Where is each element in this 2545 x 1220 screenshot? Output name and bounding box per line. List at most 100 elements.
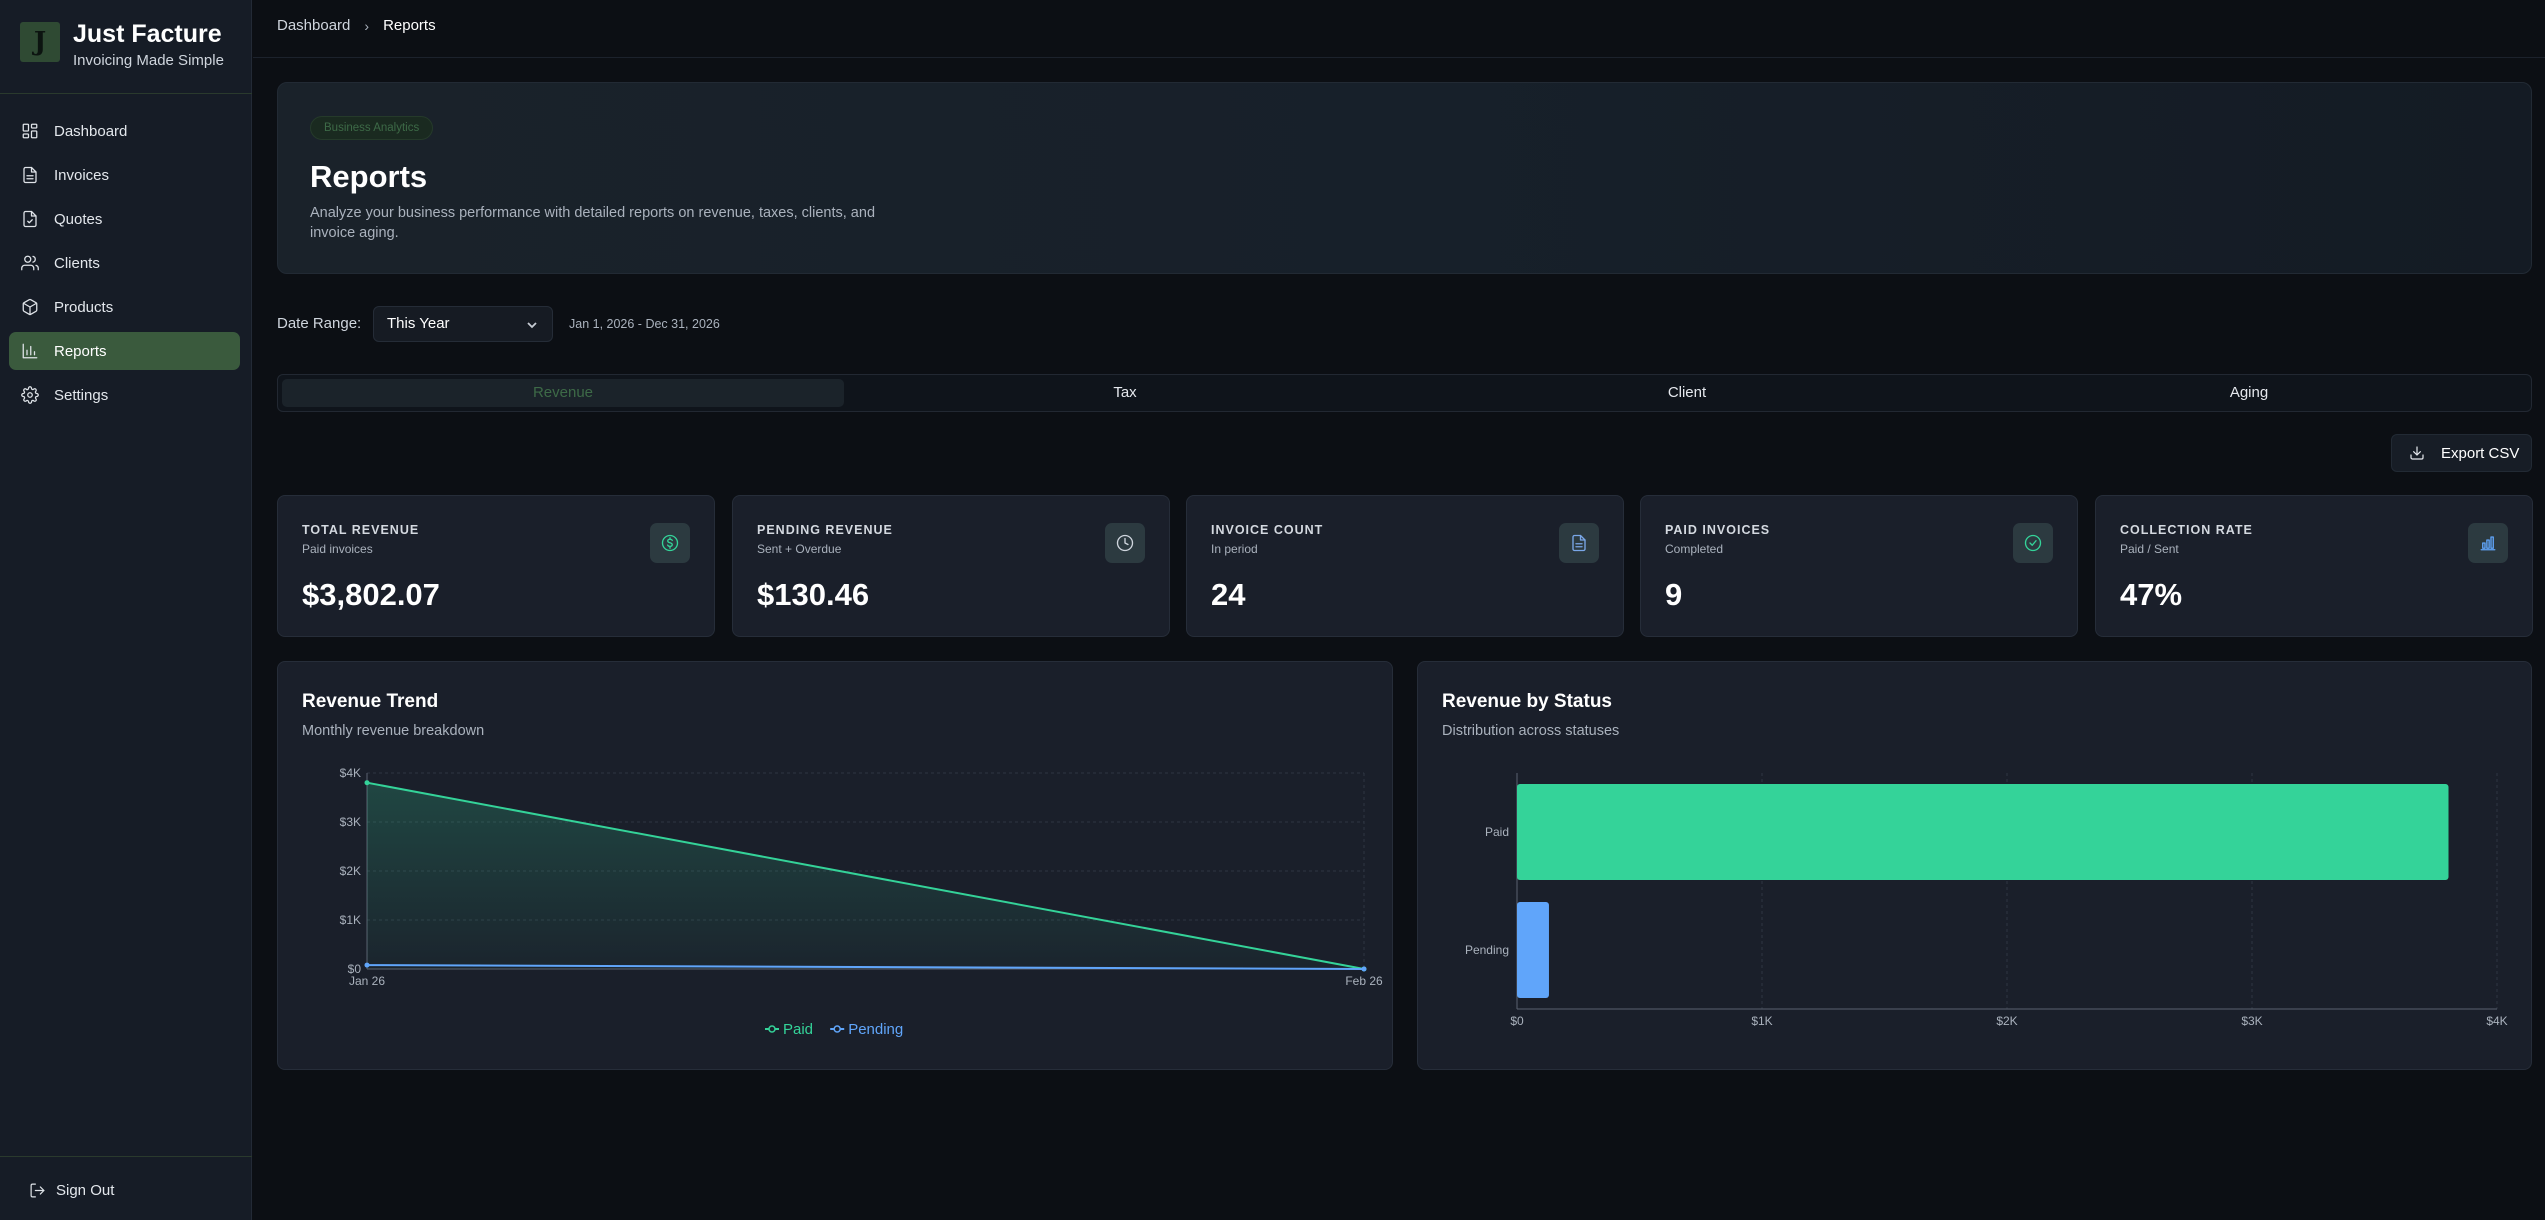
sidebar-item-label: Invoices bbox=[54, 166, 110, 184]
stat-value: 9 bbox=[1665, 577, 1683, 612]
legend-marker-dot bbox=[833, 1025, 841, 1033]
y-tick-label: $0 bbox=[348, 962, 362, 976]
sidebar-item-dashboard[interactable]: Dashboard bbox=[9, 112, 240, 150]
panel-subtitle: Distribution across statuses bbox=[1442, 723, 1620, 739]
sidebar-item-label: Dashboard bbox=[54, 122, 128, 140]
revenue-trend-chart: $0 $1K $2K $3K $4K Jan 26 Feb 26 Paid Pending bbox=[340, 766, 1383, 1038]
bar-paid bbox=[1517, 784, 2449, 880]
stat-subtitle: Paid / Sent bbox=[2120, 542, 2179, 556]
sidebar-item-products[interactable]: Products bbox=[9, 288, 240, 326]
stat-value: $3,802.07 bbox=[302, 577, 440, 612]
stat-card-invoice-count: INVOICE COUNT In period 24 bbox=[1186, 495, 1624, 637]
x-tick-label: $0 bbox=[1510, 1014, 1524, 1028]
chevron-right-icon: › bbox=[364, 17, 370, 34]
chevron-down-icon bbox=[527, 322, 537, 329]
stat-value: 24 bbox=[1211, 577, 1246, 612]
legend-label: Paid bbox=[783, 1021, 813, 1038]
dollar-icon bbox=[650, 523, 690, 563]
page-title: Reports bbox=[310, 159, 428, 194]
download-icon bbox=[2410, 446, 2424, 460]
y-tick-label: $3K bbox=[340, 815, 361, 829]
box-icon bbox=[22, 298, 38, 316]
legend-marker-dot bbox=[768, 1025, 776, 1033]
report-tabs: Revenue Tax Client Aging bbox=[277, 374, 2532, 412]
sidebar-item-label: Reports bbox=[54, 342, 107, 360]
sidebar-item-invoices[interactable]: Invoices bbox=[9, 156, 240, 194]
sidebar-item-settings[interactable]: Settings bbox=[9, 376, 240, 414]
document-icon bbox=[1559, 523, 1599, 563]
revenue-trend-panel: Revenue Trend Monthly revenue breakdown … bbox=[277, 661, 1393, 1070]
series-line-paid bbox=[366, 781, 1365, 970]
bar-chart-icon bbox=[2468, 523, 2508, 563]
sign-out-button[interactable]: Sign Out bbox=[29, 1182, 114, 1199]
y-tick-label: $4K bbox=[340, 766, 361, 780]
sidebar-item-label: Settings bbox=[54, 386, 109, 404]
x-tick-label: Feb 26 bbox=[1345, 974, 1383, 988]
panel-title: Revenue by Status bbox=[1442, 691, 1612, 712]
hero-badge: Business Analytics bbox=[310, 116, 434, 140]
users-icon bbox=[21, 255, 39, 271]
topbar: Dashboard › Reports bbox=[253, 0, 2545, 58]
series-line-pending bbox=[366, 964, 1365, 970]
sidebar-item-quotes[interactable]: Quotes bbox=[9, 200, 240, 238]
date-range-value: This Year bbox=[387, 315, 450, 332]
stat-card-paid-invoices: PAID INVOICES Completed 9 bbox=[1640, 495, 2078, 637]
stat-title: TOTAL REVENUE bbox=[302, 523, 420, 537]
app-subtitle: Invoicing Made Simple bbox=[73, 52, 224, 69]
file-icon bbox=[23, 166, 37, 184]
clock-icon bbox=[1105, 523, 1145, 563]
tab-aging[interactable]: Aging bbox=[2229, 384, 2269, 401]
stat-value: 47% bbox=[2120, 577, 2183, 612]
sidebar-item-label: Quotes bbox=[54, 210, 103, 228]
y-tick-label: $1K bbox=[340, 913, 361, 927]
breadcrumb: Dashboard › Reports bbox=[277, 17, 436, 34]
data-point bbox=[364, 780, 370, 786]
export-label: Export CSV bbox=[2441, 444, 2520, 462]
gear-icon bbox=[21, 386, 39, 404]
sidebar-item-label: Products bbox=[54, 298, 114, 316]
sidebar-item-label: Clients bbox=[54, 254, 100, 272]
x-tick-label: $2K bbox=[1996, 1014, 2017, 1028]
logout-icon bbox=[30, 1183, 45, 1198]
stat-card-collection-rate: COLLECTION RATE Paid / Sent 47% bbox=[2095, 495, 2533, 637]
stat-title: PAID INVOICES bbox=[1665, 523, 1771, 537]
sidebar-item-reports[interactable]: Reports bbox=[9, 332, 240, 370]
y-tick-label: Pending bbox=[1465, 943, 1509, 957]
legend-label: Pending bbox=[848, 1021, 903, 1038]
date-range-select[interactable]: This Year bbox=[373, 306, 553, 342]
series-area-paid bbox=[367, 782, 1364, 969]
date-range-label: Date Range: bbox=[277, 315, 362, 332]
stat-subtitle: Paid invoices bbox=[302, 542, 373, 556]
tab-tax[interactable]: Tax bbox=[1113, 384, 1137, 401]
file-check-icon bbox=[23, 210, 37, 228]
check-circle-icon bbox=[2013, 523, 2053, 563]
sidebar-nav: Dashboard Invoices Quotes Clients Produc… bbox=[9, 112, 240, 420]
app-title: Just Facture bbox=[73, 20, 222, 48]
y-tick-label: $2K bbox=[340, 864, 361, 878]
page-hero: Business Analytics Reports Analyze your … bbox=[277, 82, 2532, 274]
sign-out-label: Sign Out bbox=[56, 1182, 115, 1199]
stat-title: PENDING REVENUE bbox=[757, 523, 893, 537]
tab-revenue[interactable]: Revenue bbox=[282, 379, 844, 407]
x-tick-label: $4K bbox=[2486, 1014, 2507, 1028]
revenue-status-panel: Revenue by Status Distribution across st… bbox=[1417, 661, 2532, 1070]
sidebar-item-clients[interactable]: Clients bbox=[9, 244, 240, 282]
breadcrumb-dashboard[interactable]: Dashboard bbox=[277, 17, 351, 34]
stat-value: $130.46 bbox=[757, 577, 870, 612]
stat-subtitle: Sent + Overdue bbox=[757, 542, 842, 556]
brand: J Just Facture Invoicing Made Simple bbox=[0, 0, 252, 94]
dashboard-icon bbox=[22, 123, 38, 139]
sidebar: J Just Facture Invoicing Made Simple Das… bbox=[0, 0, 252, 1220]
tab-client[interactable]: Client bbox=[1667, 384, 1707, 401]
export-csv-button[interactable]: Export CSV bbox=[2391, 434, 2532, 472]
data-point bbox=[1361, 966, 1367, 972]
stat-subtitle: Completed bbox=[1665, 542, 1724, 556]
y-tick-label: Paid bbox=[1485, 825, 1509, 839]
revenue-status-chart: $0 $1K $2K $3K $4K Paid Pending bbox=[1465, 773, 2508, 1028]
x-tick-label: Jan 26 bbox=[349, 974, 385, 988]
page-description: Analyze your business performance with d… bbox=[310, 205, 876, 241]
bar-pending bbox=[1517, 902, 1549, 998]
date-range-text: Jan 1, 2026 - Dec 31, 2026 bbox=[569, 317, 720, 331]
app-logo[interactable]: J bbox=[20, 22, 60, 62]
panel-subtitle: Monthly revenue breakdown bbox=[302, 723, 485, 739]
